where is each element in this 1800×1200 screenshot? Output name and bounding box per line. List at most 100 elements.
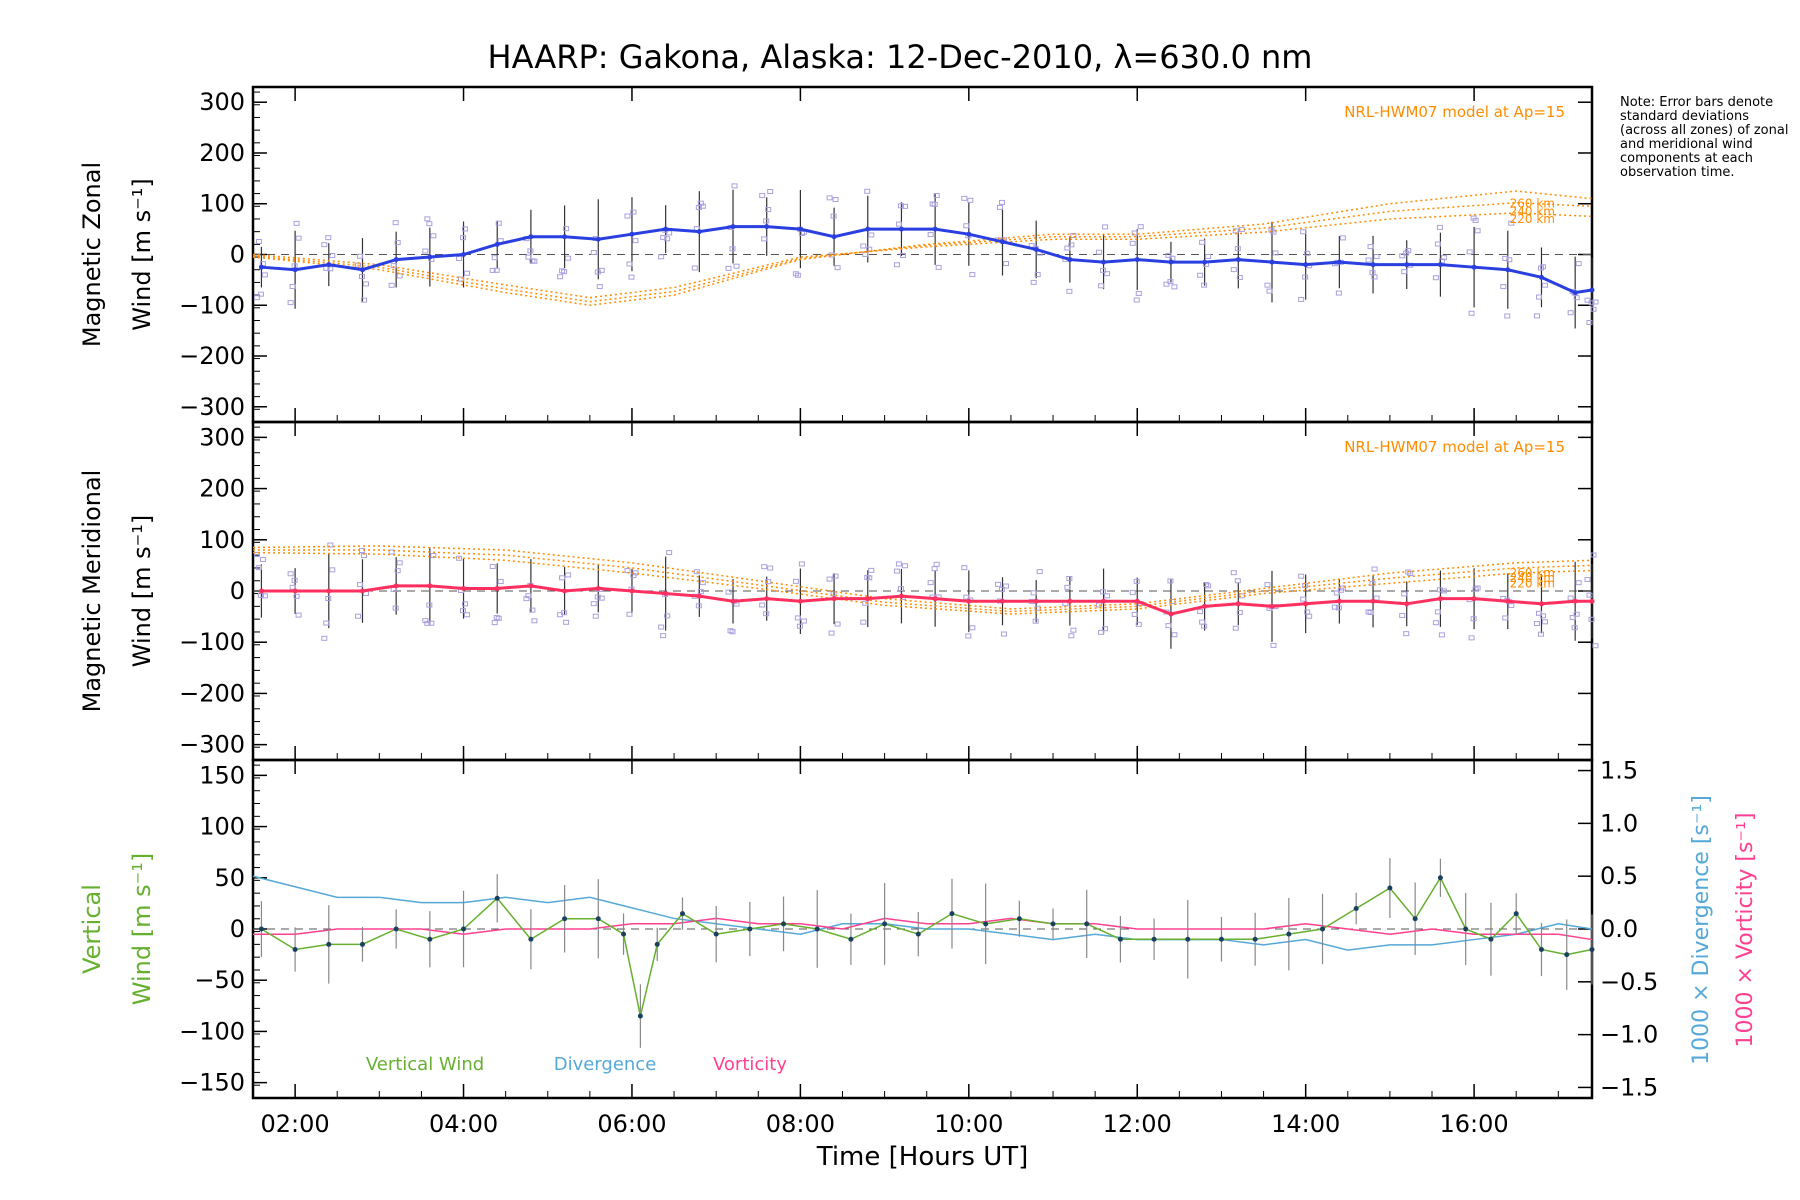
meridional-zone-sample [1539, 613, 1546, 619]
zonal-zone-sample [1165, 252, 1172, 258]
zonal-zone-sample [731, 183, 738, 189]
zonal-zone-sample [563, 226, 570, 232]
meridional-zone-sample [1096, 602, 1103, 608]
meridional-zone-sample [491, 620, 498, 626]
zonal-ytick-label: 200 [199, 139, 245, 167]
zonal-zone-sample [860, 243, 867, 249]
zonal-zone-sample [1434, 241, 1441, 247]
vertical-wind-point [621, 931, 627, 937]
xtick-label: 06:00 [597, 1110, 666, 1138]
meridional-zone-sample [1232, 625, 1239, 631]
meridional-model-level-label: 240 km [1510, 571, 1555, 585]
meridional-zone-sample [1199, 619, 1206, 625]
zonal-zone-sample [1197, 272, 1204, 278]
zonal-zone-sample [1436, 224, 1443, 230]
vertical-wind-point [427, 936, 433, 942]
zonal-zone-sample [868, 232, 875, 238]
meridional-zone-sample [456, 555, 463, 561]
zonal-zone-sample [691, 265, 698, 271]
meridional-wind-point [966, 598, 972, 604]
meridional-wind-point [865, 596, 871, 602]
zonal-zone-sample [1068, 242, 1075, 248]
zonal-zone-sample [495, 220, 502, 226]
divergence-axis-label: 1000 × Divergence [s⁻¹] [1689, 795, 1714, 1065]
zonal-wind-point [629, 231, 635, 237]
vertical-ytick-label: 100 [199, 813, 245, 841]
meridional-zone-sample [497, 579, 504, 585]
meridional-zone-sample [1003, 583, 1010, 589]
zonal-zone-sample [927, 232, 934, 238]
meridional-zone-sample [354, 613, 361, 619]
meridional-zone-sample [327, 542, 334, 548]
meridional-zone-sample [1401, 591, 1408, 597]
zonal-wind-point [831, 234, 837, 240]
meridional-ylabel-line2: Wind [m s⁻¹] [128, 515, 156, 667]
meridional-wind-point [1033, 598, 1039, 604]
meridional-zone-sample [525, 593, 532, 599]
meridional-zone-sample [594, 594, 601, 600]
meridional-zone-sample [794, 615, 801, 621]
zonal-zone-sample [255, 239, 262, 245]
vertical-wind-point [1589, 946, 1595, 952]
zonal-model-curve-260km [252, 190, 1593, 307]
zonal-zone-sample [1500, 284, 1507, 290]
meridional-zone-sample [1135, 621, 1142, 627]
zonal-wind-point [696, 229, 702, 235]
zonal-wind-point [797, 226, 803, 232]
meridional-zone-sample [1197, 609, 1204, 615]
vertical-wind-point [595, 916, 601, 922]
meridional-wind-point [393, 583, 399, 589]
vertical-wind-point [848, 936, 854, 942]
zonal-zone-sample [1440, 255, 1447, 261]
zonal-wind-point [1437, 262, 1443, 268]
vertical-wind-point [359, 941, 365, 947]
meridional-ytick-label: −100 [179, 628, 245, 656]
zonal-ytick-label: −200 [179, 342, 245, 370]
zonal-zone-sample [1401, 269, 1408, 275]
meridional-wind-point [629, 588, 635, 594]
zonal-zone-sample [632, 238, 639, 244]
meridional-ytick-label: 0 [230, 577, 245, 605]
meridional-zone-sample [323, 620, 330, 626]
vertical-ytick-label: −100 [179, 1017, 245, 1045]
zonal-zone-sample [1066, 288, 1073, 294]
zonal-zone-sample [1592, 299, 1599, 305]
zonal-wind-point [1589, 287, 1595, 293]
zonal-zone-sample [1335, 290, 1342, 296]
meridional-wind-point [1134, 598, 1140, 604]
vertical-wind-point [1353, 906, 1359, 912]
meridional-zone-sample [1586, 592, 1593, 598]
zonal-wind-point [292, 267, 298, 273]
zonal-zone-sample [1098, 283, 1105, 289]
zonal-zone-sample [287, 300, 294, 306]
meridional-zone-sample [1264, 582, 1271, 588]
zonal-zone-sample [1399, 253, 1406, 259]
meridional-zone-sample [1165, 623, 1172, 629]
meridional-zone-sample [1131, 611, 1138, 617]
zonal-zone-sample [462, 226, 469, 232]
meridional-zone-sample [1064, 584, 1071, 590]
zonal-zone-sample [1232, 228, 1239, 234]
meridional-wind-point [932, 596, 938, 602]
meridional-zone-sample [1001, 631, 1008, 637]
zonal-ytick-label: −100 [179, 291, 245, 319]
meridional-zone-sample [464, 612, 471, 618]
zonal-zone-sample [257, 291, 264, 297]
xtick-label: 08:00 [766, 1110, 835, 1138]
meridional-zone-sample [995, 581, 1002, 587]
zonal-wind-point [494, 241, 500, 247]
meridional-zone-sample [1331, 604, 1338, 610]
zonal-zone-sample [961, 195, 968, 201]
y2tick-label: 0.0 [1600, 915, 1638, 943]
zonal-zone-sample [1339, 235, 1346, 241]
zonal-zone-sample [759, 193, 766, 199]
vertical-wind-point [1117, 936, 1123, 942]
zonal-zone-sample [493, 267, 500, 273]
zonal-zone-sample [458, 276, 465, 282]
meridional-model-label: NRL-HWM07 model at Ap=15 [1344, 438, 1565, 456]
zonal-wind-point [1168, 259, 1174, 265]
meridional-zone-sample [1333, 590, 1340, 596]
vertical-wind-point [1437, 875, 1443, 881]
vertical-wind-point [1218, 936, 1224, 942]
meridional-model-level-label: 260 km [1510, 566, 1555, 580]
